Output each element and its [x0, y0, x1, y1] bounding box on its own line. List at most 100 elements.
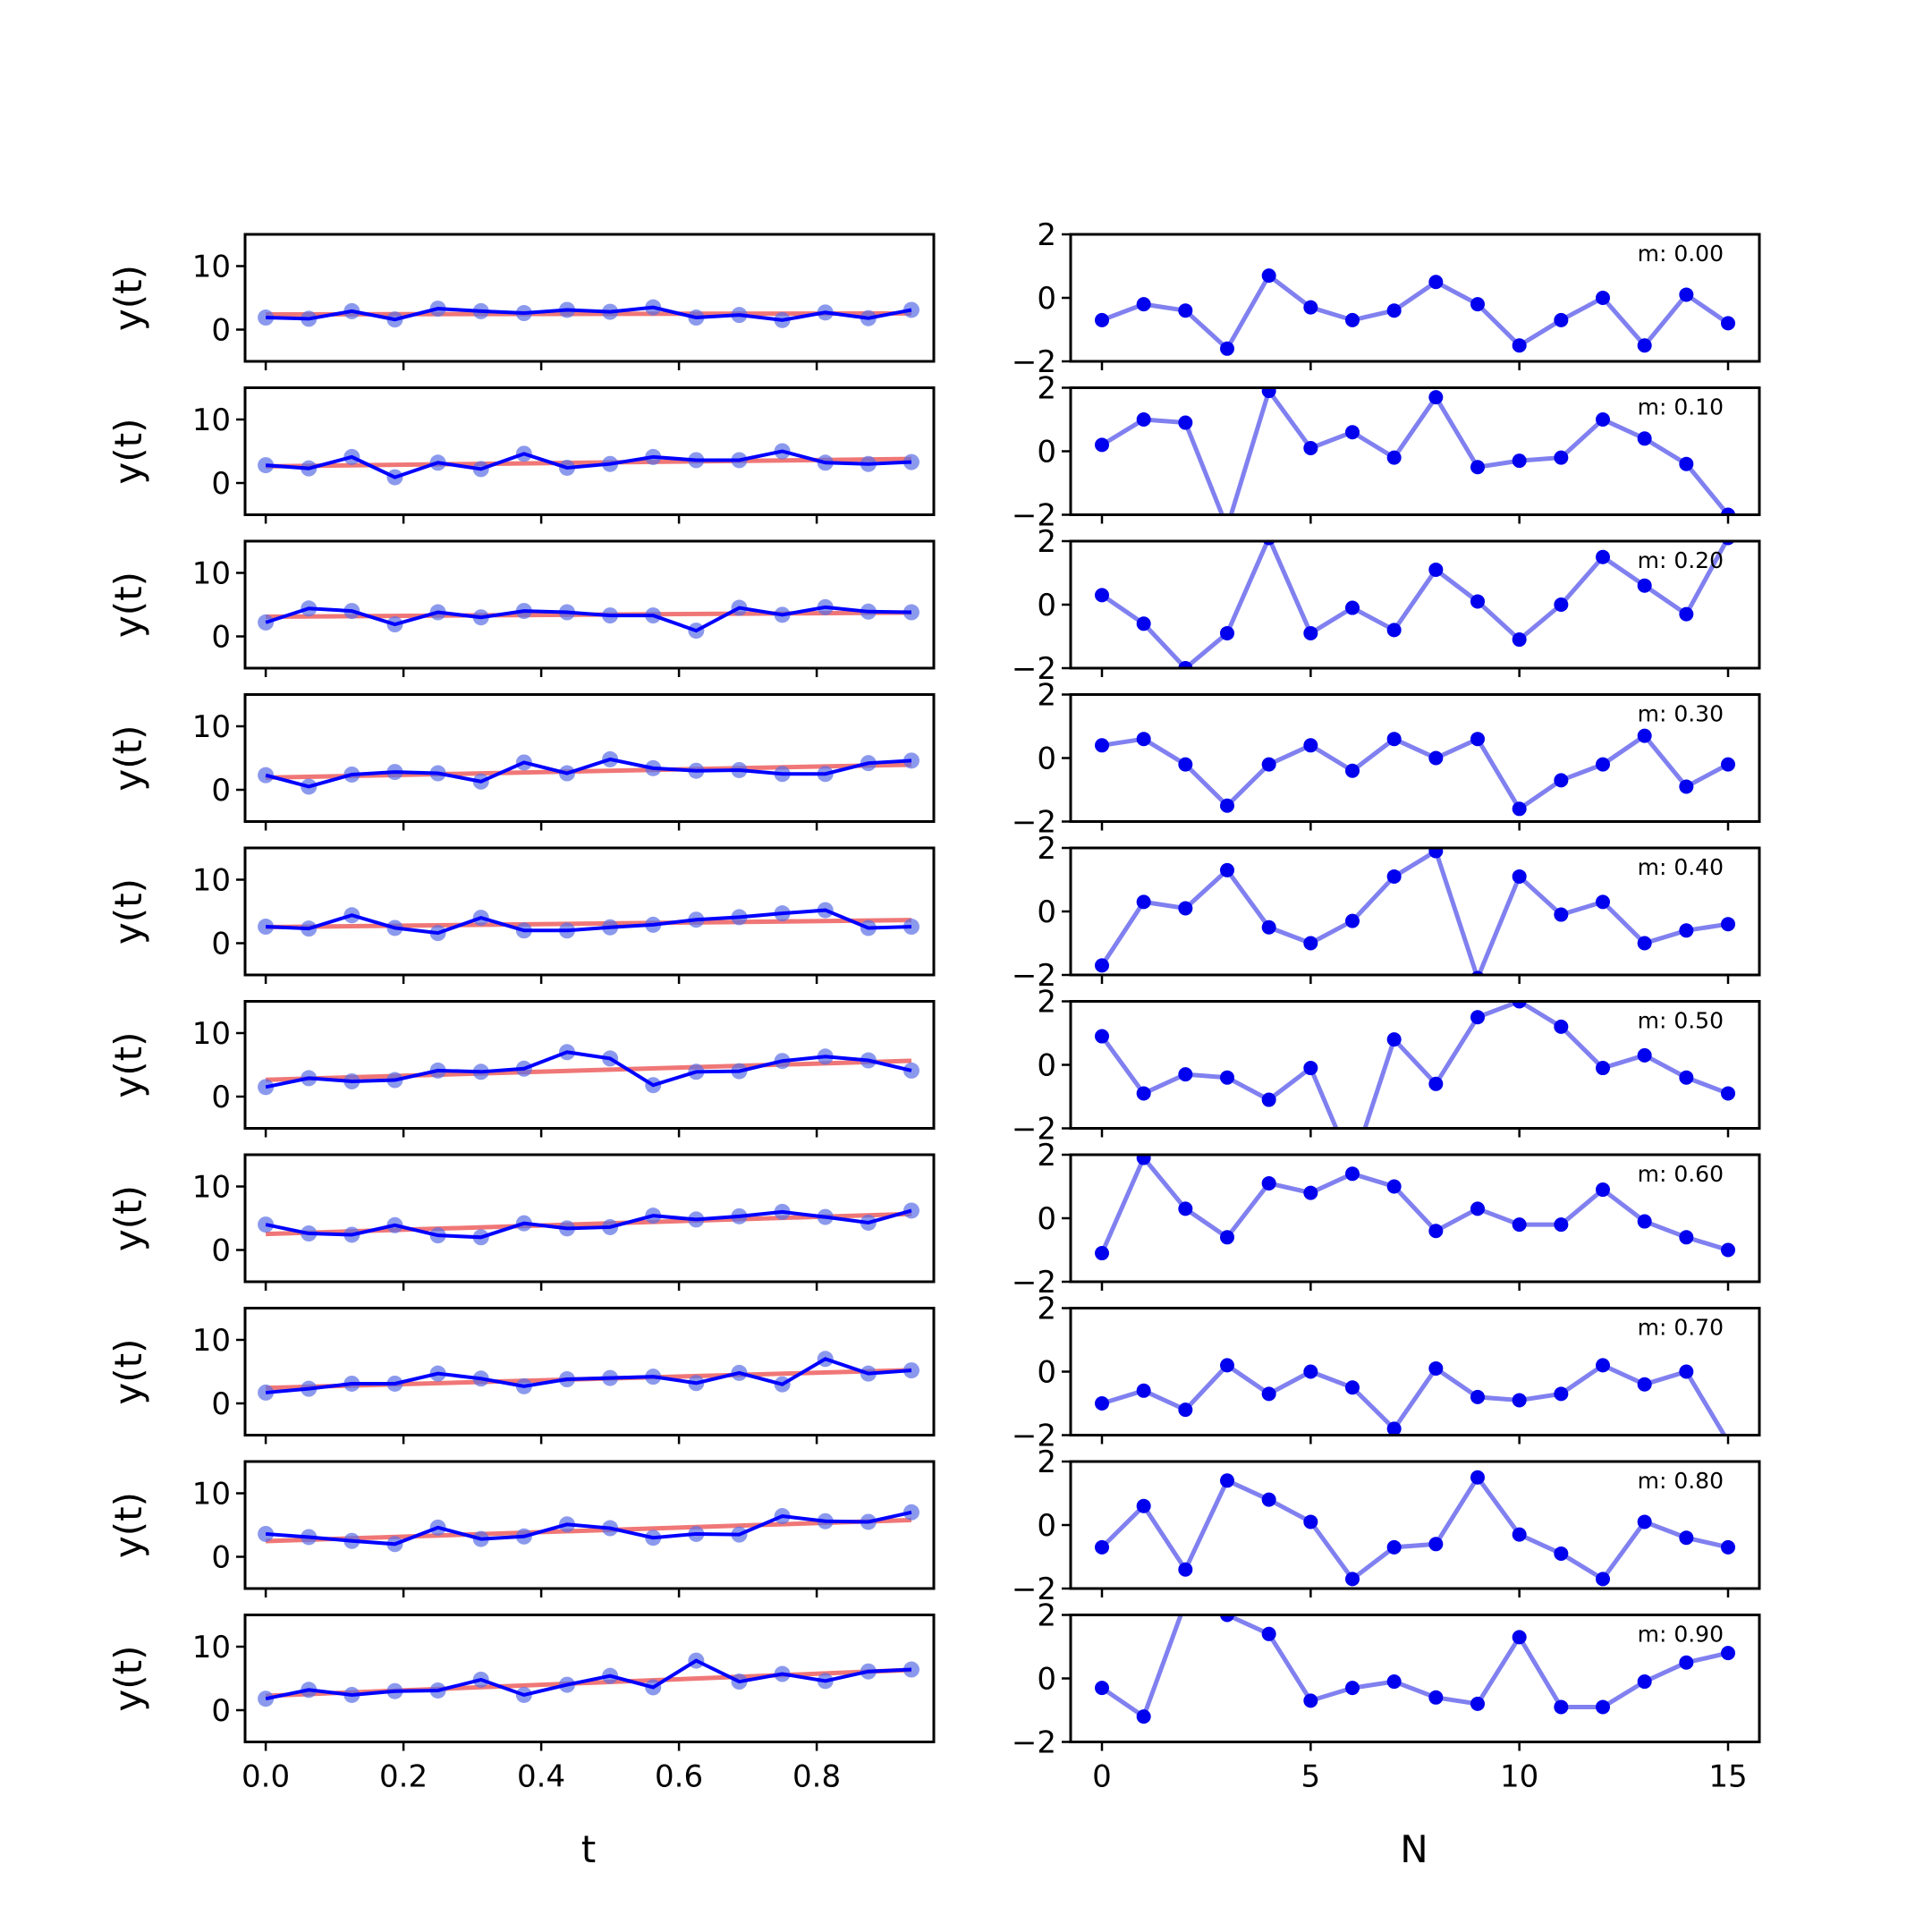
left-plot-area-2 [258, 598, 919, 640]
right-annotation-1: m: 0.10 [1638, 394, 1724, 420]
right-point-3-8 [1428, 750, 1444, 766]
right-x-axis-label: N [1400, 1827, 1428, 1871]
right-annotation-4: m: 0.40 [1638, 854, 1724, 880]
right-point-8-6 [1345, 1572, 1360, 1587]
right-panel-5: −2 0 2 m: 0.50 [1012, 985, 1761, 1148]
right-ytick-label-5-0: −2 [1012, 1112, 1056, 1148]
right-panel-0: −2 0 2 m: 0.00 [1012, 217, 1761, 380]
left-ytick-label-6-1: 10 [192, 1170, 231, 1206]
right-point-1-6 [1345, 425, 1360, 440]
right-point-3-2 [1178, 757, 1193, 772]
right-point-7-14 [1679, 1364, 1694, 1379]
right-point-9-14 [1679, 1655, 1694, 1670]
right-point-2-6 [1345, 600, 1360, 615]
left-y-axis-label-2: y(t) [106, 572, 150, 638]
right-point-1-2 [1178, 415, 1193, 430]
right-point-5-14 [1679, 1070, 1694, 1085]
residual-line-7 [1101, 1362, 1727, 1436]
right-point-2-12 [1596, 549, 1610, 564]
right-point-3-12 [1596, 757, 1610, 772]
right-point-5-3 [1220, 1070, 1234, 1085]
right-xtick-label-2: 10 [1500, 1759, 1538, 1795]
right-annotation-8: m: 0.80 [1638, 1468, 1724, 1494]
right-ytick-label-6-1: 0 [1037, 1201, 1056, 1237]
right-point-0-15 [1721, 316, 1735, 331]
right-point-3-5 [1303, 738, 1318, 753]
right-point-0-1 [1136, 297, 1151, 312]
right-point-9-1 [1136, 1709, 1151, 1724]
right-plot-area-3 [1095, 728, 1735, 817]
right-point-7-7 [1386, 1421, 1402, 1436]
right-plot-area-5 [1095, 1001, 1735, 1129]
right-ytick-label-8-0: −2 [1012, 1572, 1056, 1607]
right-annotation-9: m: 0.90 [1638, 1622, 1724, 1648]
right-point-7-6 [1345, 1380, 1360, 1395]
right-ytick-label-4-2: 2 [1037, 831, 1056, 867]
right-point-3-13 [1637, 728, 1652, 743]
right-ytick-label-9-1: 0 [1037, 1662, 1056, 1698]
right-point-6-1 [1136, 1155, 1151, 1165]
right-point-1-7 [1386, 450, 1402, 465]
right-point-0-11 [1554, 312, 1569, 327]
right-point-1-15 [1721, 507, 1735, 515]
right-ytick-label-6-2: 2 [1037, 1138, 1056, 1174]
right-point-7-1 [1136, 1383, 1151, 1398]
right-point-1-14 [1679, 456, 1694, 471]
left-plot-area-9 [258, 1652, 919, 1707]
right-point-2-10 [1512, 632, 1527, 648]
right-point-9-0 [1095, 1681, 1109, 1696]
left-y-axis-label-9: y(t) [106, 1645, 150, 1711]
right-ytick-label-4-0: −2 [1012, 958, 1056, 994]
right-annotation-5: m: 0.50 [1638, 1008, 1724, 1034]
right-point-6-5 [1303, 1185, 1318, 1200]
right-point-2-2 [1178, 661, 1193, 668]
right-point-4-10 [1512, 869, 1527, 884]
right-point-0-3 [1220, 341, 1234, 356]
right-panel-3: −2 0 2 m: 0.30 [1012, 678, 1761, 841]
right-point-2-13 [1637, 578, 1652, 593]
right-plot-area-0 [1095, 268, 1735, 356]
right-point-4-5 [1303, 936, 1318, 951]
right-point-7-11 [1554, 1386, 1569, 1402]
right-panel-9: −2 0 2 0 5 10 15 m: 0.90 [1012, 1598, 1761, 1795]
right-point-4-1 [1136, 894, 1151, 910]
left-frame-1 [243, 386, 936, 516]
right-point-1-11 [1554, 450, 1569, 465]
right-point-5-11 [1554, 1019, 1569, 1034]
observed-line-2 [265, 605, 912, 633]
right-panel-1: −2 0 2 m: 0.10 [1012, 371, 1761, 534]
right-point-8-3 [1220, 1473, 1234, 1488]
right-point-9-3 [1220, 1614, 1234, 1623]
right-point-5-4 [1261, 1092, 1276, 1107]
left-y-axis-label-4: y(t) [106, 878, 150, 945]
right-panel-2: −2 0 2 m: 0.20 [1012, 524, 1761, 687]
right-point-5-15 [1721, 1086, 1735, 1101]
right-point-2-11 [1554, 597, 1569, 612]
right-point-9-6 [1345, 1681, 1360, 1696]
right-point-9-5 [1303, 1693, 1318, 1708]
right-point-6-9 [1470, 1201, 1485, 1216]
residual-line-8 [1100, 1473, 1729, 1582]
observed-line-1 [265, 449, 912, 479]
right-point-9-13 [1637, 1674, 1652, 1690]
right-ytick-label-2-2: 2 [1037, 524, 1056, 560]
left-ytick-label-3-0: 0 [211, 773, 231, 809]
right-point-0-7 [1386, 303, 1402, 318]
right-point-2-8 [1428, 562, 1444, 577]
right-point-3-9 [1470, 732, 1485, 747]
right-point-8-9 [1470, 1470, 1485, 1485]
right-ytick-label-3-0: −2 [1012, 805, 1056, 841]
left-plot-area-5 [258, 1044, 919, 1096]
left-plot-area-1 [258, 443, 919, 486]
right-ytick-label-7-1: 0 [1037, 1355, 1056, 1391]
right-point-5-0 [1095, 1029, 1109, 1044]
right-point-3-14 [1679, 779, 1694, 794]
right-panel-8: −2 0 2 m: 0.80 [1012, 1445, 1761, 1607]
left-ytick-label-8-1: 10 [192, 1477, 231, 1513]
left-frame-3 [243, 693, 936, 823]
left-y-axis-label-7: y(t) [106, 1338, 150, 1404]
right-point-7-9 [1470, 1389, 1485, 1404]
right-panel-6: −2 0 2 m: 0.60 [1012, 1138, 1761, 1301]
